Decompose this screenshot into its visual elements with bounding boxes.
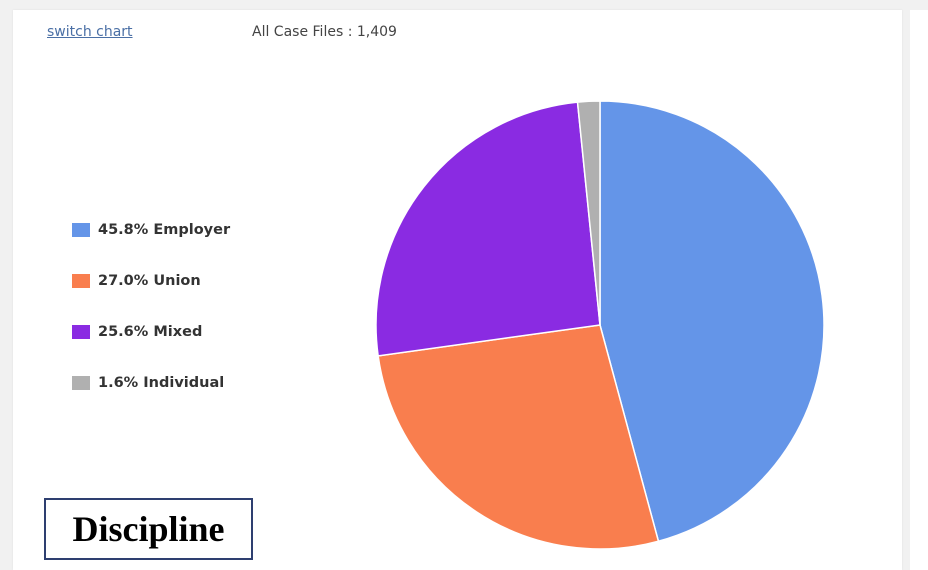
legend-swatch: [72, 223, 90, 237]
legend-swatch: [72, 325, 90, 339]
legend-item-employer[interactable]: 45.8% Employer: [72, 220, 230, 240]
pie-chart: [375, 100, 825, 550]
legend-label: 1.6% Individual: [98, 375, 225, 391]
pie-slice-mixed[interactable]: [375, 101, 601, 357]
adjacent-panel-edge: [910, 10, 928, 570]
legend-item-mixed[interactable]: 25.6% Mixed: [72, 322, 230, 342]
legend-label: 27.0% Union: [98, 273, 201, 289]
case-files-count: All Case Files : 1,409: [252, 24, 397, 40]
pie-slice-union[interactable]: [377, 324, 660, 550]
chart-legend: 45.8% Employer 27.0% Union 25.6% Mixed 1…: [72, 220, 230, 424]
switch-chart-link[interactable]: switch chart: [47, 24, 133, 40]
legend-item-individual[interactable]: 1.6% Individual: [72, 373, 230, 393]
legend-swatch: [72, 274, 90, 288]
pie-slice-individual[interactable]: [576, 100, 601, 326]
legend-label: 25.6% Mixed: [98, 324, 203, 340]
discipline-caption: Discipline: [44, 498, 253, 560]
legend-swatch: [72, 376, 90, 390]
pie-slice-employer[interactable]: [599, 100, 825, 543]
legend-label: 45.8% Employer: [98, 222, 231, 238]
legend-item-union[interactable]: 27.0% Union: [72, 271, 230, 291]
